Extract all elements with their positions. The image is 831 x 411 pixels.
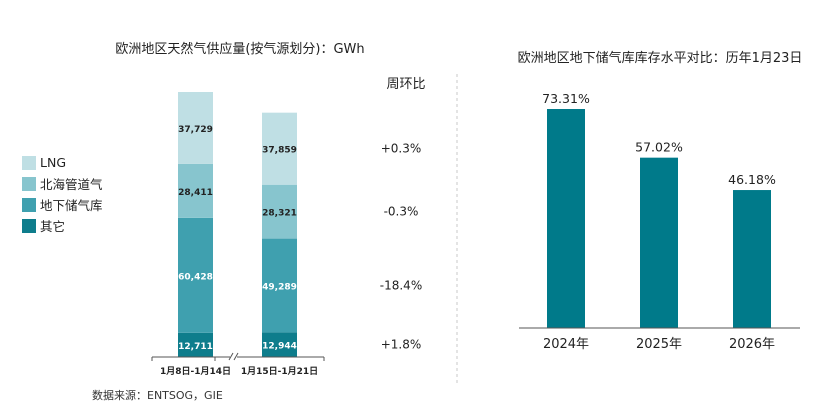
category-label: 2026年 [729, 337, 775, 352]
stacked-bar-segment [262, 332, 297, 357]
stacked-bar-segment [262, 112, 297, 185]
bar [733, 190, 771, 328]
stacked-bar-segment [178, 163, 213, 218]
legend-swatch [22, 218, 36, 233]
week-over-week-column: 周环比 +1.8% -18.4% -0.3% +0.3% [380, 77, 426, 352]
wow-change-value: -0.3% [384, 205, 419, 219]
legend-item: 其它 [22, 215, 103, 236]
stacked-bar-segment [178, 332, 213, 357]
legend: LNG 北海管道气地下储气库其它 [22, 152, 103, 236]
legend-label: 其它 [40, 219, 66, 234]
wow-change-value: +0.3% [381, 142, 422, 156]
segment-value-label: 37,859 [262, 146, 297, 156]
axis-break-mark [228, 352, 234, 361]
stacked-bar-segment [178, 92, 213, 164]
segment-value-label: 37,729 [178, 125, 213, 135]
segment-value-label: 49,289 [262, 282, 297, 292]
axis-break-mark [233, 352, 239, 361]
legend-label: 地下储气库 [40, 198, 103, 213]
legend-item: 北海管道气 [22, 173, 103, 194]
category-label: 1月15日-1月21日 [241, 366, 318, 377]
legend-swatch [22, 155, 36, 170]
left-chart-title: 欧洲地区天然气供应量(按气源划分)：GWh [115, 41, 364, 57]
category-label: 2025年 [636, 337, 682, 352]
legend-label: LNG [40, 155, 67, 170]
source-note: 数据来源：ENTSOG，GIE [92, 389, 223, 402]
wow-change-value: -18.4% [380, 278, 422, 292]
stacked-bar-segment [262, 238, 297, 333]
axis-break-gap [230, 354, 237, 361]
bar-value-label: 46.18% [728, 172, 776, 187]
stacked-bar-segment [262, 184, 297, 239]
category-label: 2024年 [543, 337, 589, 352]
legend-swatch [22, 176, 36, 191]
category-label: 1月8日-1月14日 [160, 366, 231, 377]
legend-swatch [22, 197, 36, 212]
bar-value-label: 73.31% [542, 91, 590, 106]
bar [640, 157, 678, 328]
segment-value-label: 12,944 [262, 342, 297, 352]
right-bar-chart: 73.31% 2024年 57.02% 2025年 46.18% 2026年 [519, 91, 800, 352]
bar [547, 109, 585, 328]
stacked-bar-segment [178, 217, 213, 333]
segment-value-label: 28,411 [178, 188, 213, 198]
segment-value-label: 60,428 [178, 272, 213, 282]
left-stacked-bar-chart: 12,711 60,428 28,411 37,729 1月8日-1月14日 12,944… [151, 92, 325, 377]
wow-header: 周环比 [386, 77, 425, 92]
segment-value-label: 28,321 [262, 209, 297, 219]
legend-item: LNG [22, 152, 103, 173]
bar-value-label: 57.02% [635, 140, 683, 155]
segment-value-label: 12,711 [178, 342, 213, 352]
wow-change-value: +1.8% [381, 338, 422, 352]
legend-item: 地下储气库 [22, 194, 103, 215]
right-chart-title: 欧洲地区地下储气库库存水平对比：历年1月23日 [518, 50, 803, 66]
legend-label: 北海管道气 [40, 177, 103, 192]
